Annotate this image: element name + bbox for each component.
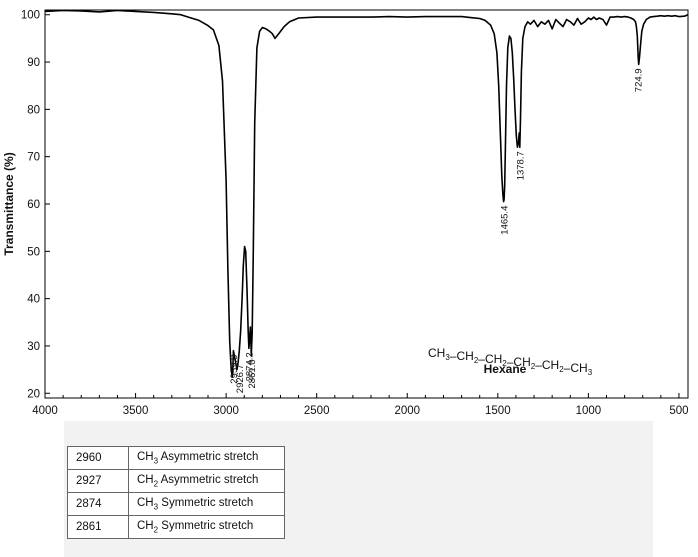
wavenumber-cell: 2861 [67,515,129,539]
peak-label: 2874.2 [244,352,255,381]
x-tick-label: 1500 [485,405,511,417]
peak-label: 1378.7 [515,151,526,180]
table-row: 2960 CH3 Asymmetric stretch [67,446,285,470]
y-tick-label: 30 [27,341,40,353]
assignment-cell: CH3 Asymmetric stretch [128,446,285,470]
y-axis-title: Transmittance (%) [2,152,16,255]
x-tick-label: 3500 [123,405,149,417]
peak-label: 724.9 [634,68,645,92]
y-tick-label: 40 [27,294,40,306]
y-tick-label: 60 [27,199,40,211]
peak-label: 2959.8 [229,355,240,384]
y-tick-label: 70 [27,152,40,164]
y-tick-label: 90 [27,57,40,69]
spectrum-line [44,9,689,378]
peak-label: 2926.7 [235,364,246,393]
x-tick-label: 4000 [32,405,58,417]
table-row: 2861 CH2 Symmetric stretch [67,515,285,539]
y-tick-label: 20 [27,388,40,400]
plot-layer: 20 30 40 50 60 70 80 90 100 4000 3500 3000 2500 2000 1… [2,9,689,417]
ir-spectrum-chart: 20 30 40 50 60 70 80 90 100 4000 3500 3000 2500 2000 1… [2,9,689,417]
x-tick-label: 3000 [213,405,239,417]
x-tick-label: 500 [669,405,688,417]
assignment-table: 2960 CH3 Asymmetric stretch 2927 CH2 Asymme… [67,446,285,539]
peak-label: 2861.0 [247,359,258,388]
wavenumber-cell: 2960 [67,446,129,470]
plot-frame [44,9,689,399]
x-tick-label: 2500 [304,405,330,417]
assignment-cell: CH2 Asymmetric stretch [128,469,285,493]
x-tick-label: 1000 [576,405,602,417]
y-tick-label: 80 [27,104,40,116]
x-tick-label: 2000 [394,405,420,417]
assignment-cell: CH3 Symmetric stretch [128,492,285,516]
y-tick-label: 50 [27,246,40,258]
assignment-cell: CH2 Symmetric stretch [128,515,285,539]
molecule-formula: CH3–CH2–CH2–CH2–CH2–CH3 [428,346,593,377]
table-row: 2927 CH2 Asymmetric stretch [67,469,285,493]
peak-label: 1465.4 [500,206,511,235]
assignment-table-body: 2960 CH3 Asymmetric stretch 2927 CH2 Asymme… [67,446,285,539]
molecule-name: Hexane [484,362,527,376]
wavenumber-cell: 2874 [67,492,129,516]
wavenumber-cell: 2927 [67,469,129,493]
y-tick-label: 100 [21,10,40,22]
table-row: 2874 CH3 Symmetric stretch [67,492,285,516]
